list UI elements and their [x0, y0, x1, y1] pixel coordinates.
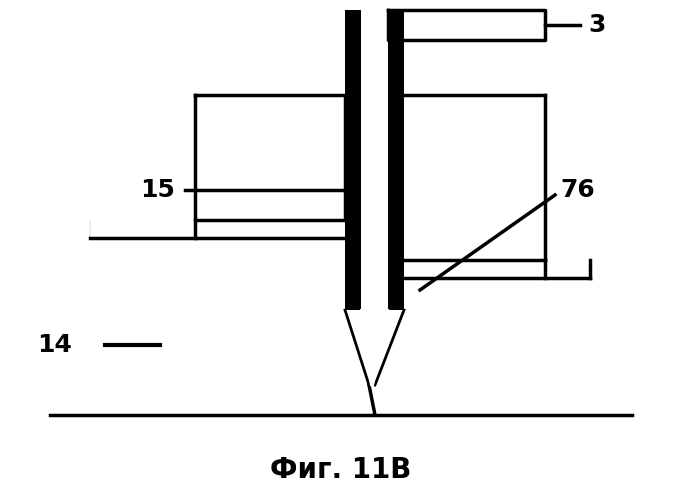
Bar — [361, 230, 388, 310]
Bar — [345, 220, 404, 240]
Bar — [388, 230, 404, 310]
Bar — [361, 220, 388, 240]
Text: 3: 3 — [588, 13, 606, 37]
Bar — [345, 230, 361, 310]
Bar — [388, 10, 404, 310]
Text: Фиг. 11В: Фиг. 11В — [270, 456, 412, 484]
Bar — [361, 10, 388, 310]
Text: 76: 76 — [560, 178, 595, 202]
Bar — [345, 10, 361, 310]
Text: 15: 15 — [140, 178, 175, 202]
Text: 14: 14 — [37, 333, 72, 357]
